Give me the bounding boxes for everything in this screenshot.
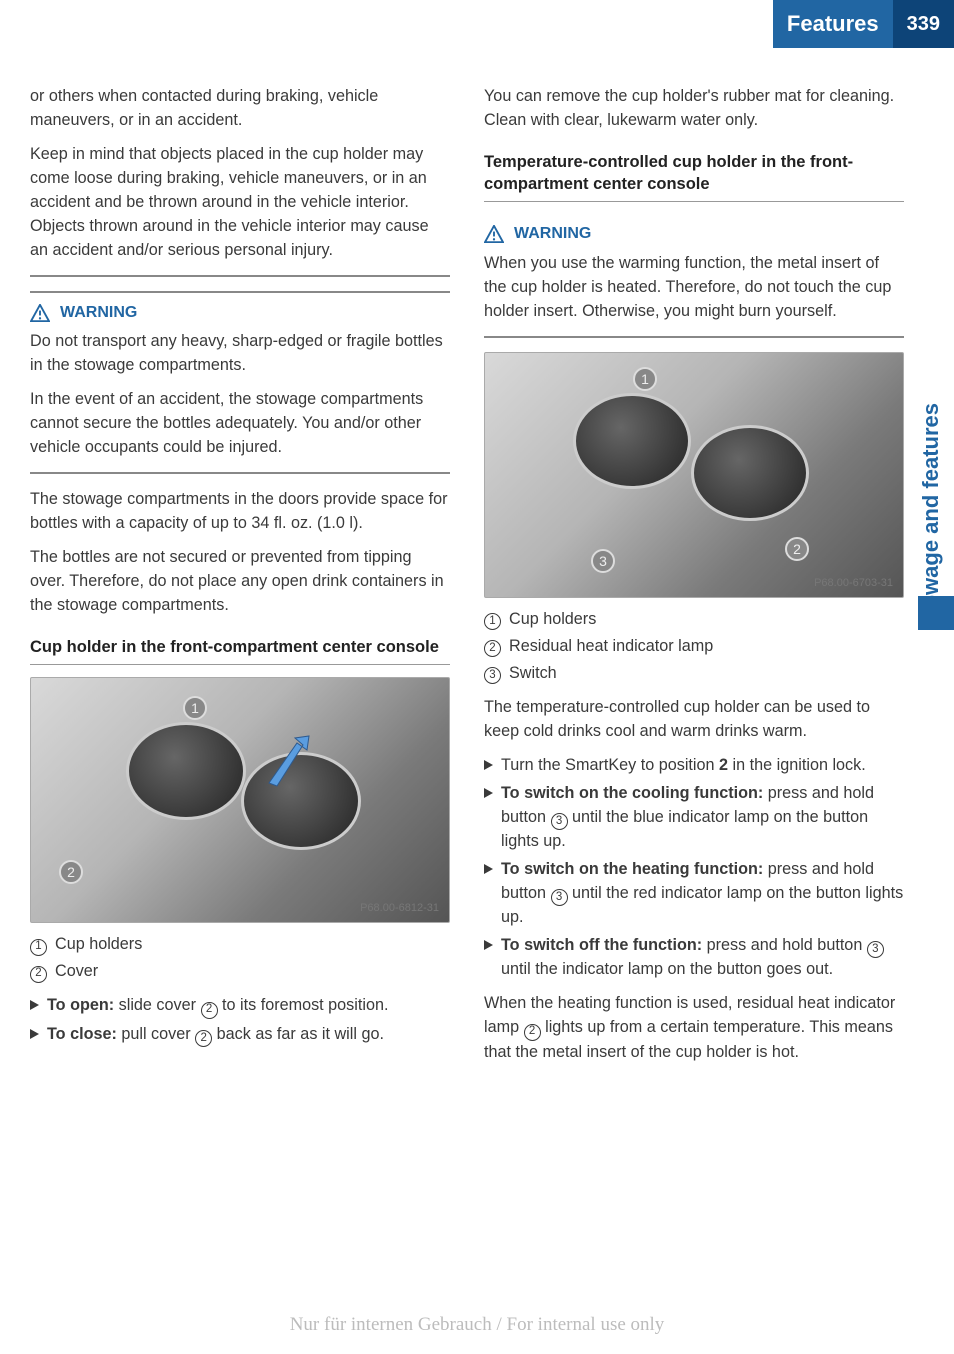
t: in the ignition lock.: [728, 756, 866, 774]
callout-3: 3: [591, 549, 615, 573]
callout-1: 1: [183, 696, 207, 720]
legend-item: 1 Cup holders: [484, 608, 904, 632]
t: until the indicator lamp on the button g…: [501, 960, 833, 978]
legend-item: 3 Switch: [484, 662, 904, 686]
warning-header: WARNING: [30, 301, 450, 325]
section-heading: Cup holder in the front-compartment cent…: [30, 636, 450, 665]
instruction-bold: To switch on the cooling function:: [501, 784, 763, 802]
warning-label: WARNING: [60, 301, 137, 325]
warning-triangle-icon: [484, 225, 504, 243]
instruction-item: To switch on the heating function: press…: [484, 858, 904, 930]
bullet-triangle-icon: [30, 1029, 39, 1039]
instruction-bold: To switch off the function:: [501, 936, 702, 954]
instruction-item: To switch off the function: press and ho…: [484, 934, 904, 982]
body-paragraph: The stowage compartments in the doors pr…: [30, 488, 450, 536]
ref-num: 3: [867, 941, 884, 958]
t: 2: [719, 756, 728, 774]
legend-item: 2 Residual heat indicator lamp: [484, 635, 904, 659]
t: back as far as it will go.: [212, 1025, 384, 1043]
instruction-text: To close: pull cover 2 back as far as it…: [47, 1023, 450, 1047]
t: lights up from a certain temperature. Th…: [484, 1018, 893, 1060]
figure-id: P68.00-6703-31: [814, 575, 893, 591]
t: press and hold button: [702, 936, 867, 954]
bullet-triangle-icon: [484, 788, 493, 798]
legend-text: Cup holders: [55, 933, 142, 957]
instruction-item: Turn the SmartKey to position 2 in the i…: [484, 754, 904, 778]
figure-cup-holder-front: 2 1 P68.00-6812-31: [30, 677, 450, 923]
instruction-bold: To switch on the heating function:: [501, 860, 763, 878]
legend-item: 1 Cup holders: [30, 933, 450, 957]
warning-continuation: or others when contacted during braking,…: [30, 85, 450, 277]
instruction-text: To switch on the cooling function: press…: [501, 782, 904, 854]
warning-block: WARNING When you use the warming functio…: [484, 214, 904, 338]
legend-number: 2: [30, 966, 47, 983]
legend-text: Cover: [55, 960, 98, 984]
instruction-item: To open: slide cover 2 to its foremost p…: [30, 994, 450, 1018]
warning-text: In the event of an accident, the stowage…: [30, 388, 450, 460]
legend-item: 2 Cover: [30, 960, 450, 984]
warning-label: WARNING: [514, 222, 591, 246]
legend-text: Residual heat indicator lamp: [509, 635, 713, 659]
side-tab-label: Stowage and features: [918, 395, 954, 630]
footer-watermark: Nur für internen Gebrauch / For internal…: [0, 1314, 954, 1336]
side-tab-indicator: [918, 596, 954, 630]
instruction-text: To open: slide cover 2 to its foremost p…: [47, 994, 450, 1018]
ref-num: 2: [524, 1024, 541, 1041]
warning-text: When you use the warming function, the m…: [484, 252, 904, 324]
callout-2: 2: [785, 537, 809, 561]
warning-header: WARNING: [484, 222, 904, 246]
ref-num: 2: [201, 1002, 218, 1019]
bullet-triangle-icon: [484, 760, 493, 770]
ref-num: 2: [195, 1030, 212, 1047]
callout-1: 1: [633, 367, 657, 391]
header-page-number: 339: [893, 0, 954, 48]
ref-num: 3: [551, 889, 568, 906]
legend-text: Switch: [509, 662, 557, 686]
warning-triangle-icon: [30, 304, 50, 322]
body-paragraph: The temperature-controlled cup holder ca…: [484, 696, 904, 744]
instruction-bold: To open:: [47, 996, 114, 1014]
t: Turn the SmartKey to position: [501, 756, 719, 774]
bullet-triangle-icon: [484, 940, 493, 950]
bullet-triangle-icon: [30, 1000, 39, 1010]
figure-id: P68.00-6812-31: [360, 900, 439, 916]
ref-num: 3: [551, 813, 568, 830]
arrow-icon: [259, 728, 319, 798]
section-heading: Temperature-controlled cup holder in the…: [484, 151, 904, 203]
body-paragraph: The bottles are not secured or prevented…: [30, 546, 450, 618]
body-paragraph: You can remove the cup holder's rubber m…: [484, 85, 904, 133]
legend-number: 2: [484, 640, 501, 657]
instruction-text: To switch on the heating function: press…: [501, 858, 904, 930]
bullet-triangle-icon: [484, 864, 493, 874]
t: slide cover: [114, 996, 200, 1014]
instruction-bold: To close:: [47, 1025, 117, 1043]
legend-number: 1: [484, 613, 501, 630]
instruction-text: Turn the SmartKey to position 2 in the i…: [501, 754, 904, 778]
warning-text: Do not transport any heavy, sharp-edged …: [30, 330, 450, 378]
header-section-title: Features: [773, 0, 893, 48]
content-area: or others when contacted during braking,…: [30, 85, 904, 1075]
page-header: Features 339: [773, 0, 954, 48]
t: to its foremost position.: [218, 996, 389, 1014]
instruction-item: To close: pull cover 2 back as far as it…: [30, 1023, 450, 1047]
t: pull cover: [117, 1025, 195, 1043]
instruction-text: To switch off the function: press and ho…: [501, 934, 904, 982]
warning-text: Keep in mind that objects placed in the …: [30, 143, 450, 263]
side-tab: Stowage and features: [918, 270, 954, 630]
warning-block: WARNING Do not transport any heavy, shar…: [30, 291, 450, 475]
legend-number: 3: [484, 667, 501, 684]
figure-temp-cup-holder: 1 2 3 P68.00-6703-31: [484, 352, 904, 598]
callout-2: 2: [59, 860, 83, 884]
legend-text: Cup holders: [509, 608, 596, 632]
body-paragraph: When the heating function is used, resid…: [484, 992, 904, 1064]
instruction-item: To switch on the cooling function: press…: [484, 782, 904, 854]
warning-text: or others when contacted during braking,…: [30, 85, 450, 133]
right-column: You can remove the cup holder's rubber m…: [484, 85, 904, 1075]
left-column: or others when contacted during braking,…: [30, 85, 450, 1075]
legend-number: 1: [30, 939, 47, 956]
